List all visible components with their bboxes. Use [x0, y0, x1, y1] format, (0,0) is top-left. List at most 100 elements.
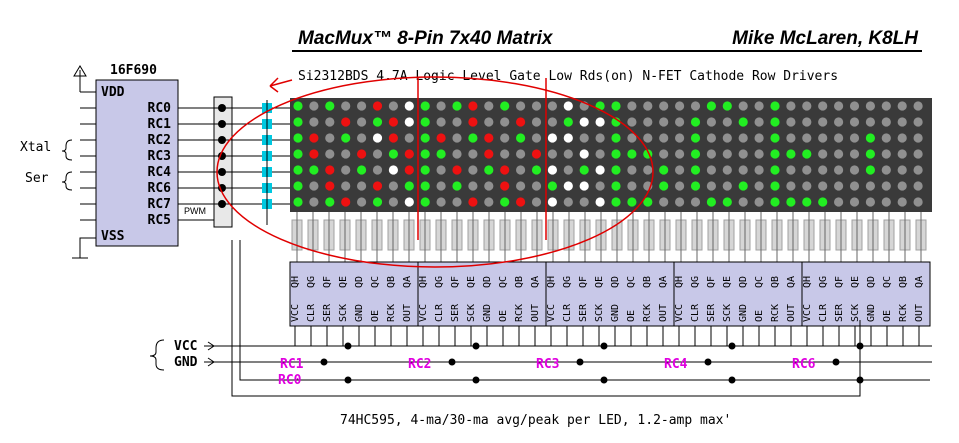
led: [595, 133, 605, 143]
led: [579, 117, 589, 127]
led: [452, 133, 462, 143]
clock-label: RC6: [792, 357, 816, 372]
led: [484, 117, 494, 127]
junction-dot: [856, 376, 864, 384]
mcu-vss: VSS: [101, 229, 125, 244]
led: [865, 165, 876, 175]
led: [690, 101, 701, 111]
sr-output-label: QD: [610, 276, 621, 288]
led: [531, 165, 542, 175]
shift-registers: QH QG QF QE QD QC QB QA VCC CLR SER SCK GND OE RCK OUT Q…: [289, 261, 931, 346]
sr-pin-label: SCK: [466, 304, 477, 322]
led: [675, 149, 685, 159]
led: [770, 181, 780, 191]
mcu-chip: [95, 79, 179, 247]
sr-output-label: QG: [434, 276, 445, 288]
xtal-brace: [61, 139, 73, 161]
led: [913, 181, 923, 191]
led: [341, 133, 351, 143]
led: [309, 101, 319, 111]
mcu-pin-label: RC4: [148, 165, 172, 180]
junction-dot: [218, 104, 226, 112]
sr-pin-label: RCK: [770, 304, 781, 322]
led: [357, 197, 367, 207]
led: [579, 181, 589, 191]
led: [897, 165, 907, 175]
led: [484, 101, 494, 111]
led: [897, 117, 907, 127]
led: [531, 197, 542, 207]
sr-output-label: QB: [642, 276, 653, 288]
led: [372, 165, 383, 175]
led: [722, 101, 732, 111]
led: [563, 181, 573, 191]
sr-pin-label: SCK: [594, 304, 605, 322]
sr-output-label: QD: [354, 276, 365, 288]
led: [643, 101, 653, 111]
led: [341, 101, 351, 111]
led: [325, 181, 335, 191]
shift-register: [673, 261, 803, 327]
led: [404, 101, 414, 111]
led: [706, 181, 717, 191]
title-right: Mike McLaren, K8LH: [732, 28, 919, 49]
led: [468, 181, 478, 191]
led: [404, 165, 414, 175]
led: [754, 181, 764, 191]
led: [786, 149, 796, 159]
led: [738, 101, 748, 111]
led: [420, 181, 430, 191]
junction-dot: [344, 342, 352, 350]
led: [325, 149, 335, 159]
led: [897, 101, 907, 111]
sr-output-label: QF: [706, 276, 717, 288]
led: [436, 197, 446, 207]
led: [420, 197, 430, 207]
led: [436, 181, 446, 191]
vdd-arrow-icon: [73, 65, 96, 93]
led: [468, 133, 478, 143]
led: [818, 165, 828, 175]
led: [372, 101, 383, 111]
sr-pin-label: RCK: [514, 304, 525, 322]
sr-output-label: QG: [690, 276, 701, 288]
led: [436, 101, 446, 111]
led: [404, 149, 414, 159]
led: [357, 133, 367, 143]
sr-output-label: QA: [786, 276, 797, 288]
gate-resistor-pack: [213, 96, 233, 228]
mcu-name: 16F690: [110, 63, 157, 78]
led: [293, 197, 303, 207]
sr-pin-label: VCC: [546, 304, 557, 322]
led: [754, 197, 764, 207]
sr-pin-label: SER: [706, 303, 717, 322]
junction-dot: [472, 342, 480, 350]
ground-icon: [72, 237, 96, 259]
led: [357, 165, 367, 175]
led: [675, 117, 685, 127]
led: [420, 133, 430, 143]
shift-register: [545, 261, 675, 327]
led: [309, 181, 319, 191]
sr-output-label: QG: [306, 276, 317, 288]
led: [865, 101, 876, 111]
mcu-pin-label: RC7: [148, 197, 171, 212]
led: [754, 165, 764, 175]
led: [897, 133, 907, 143]
led: [913, 101, 923, 111]
led: [293, 117, 303, 127]
junction-dot: [576, 358, 584, 366]
led: [786, 117, 796, 127]
sr-output-label: QH: [290, 276, 301, 288]
led: [500, 165, 510, 175]
led: [881, 181, 891, 191]
led: [722, 197, 732, 207]
junction-dot: [856, 342, 864, 350]
sr-pin-label: OUT: [658, 304, 669, 322]
led: [770, 101, 780, 111]
led: [357, 149, 367, 159]
led: [563, 197, 573, 207]
junction-dot: [600, 376, 608, 384]
sr-output-label: QA: [402, 276, 413, 288]
